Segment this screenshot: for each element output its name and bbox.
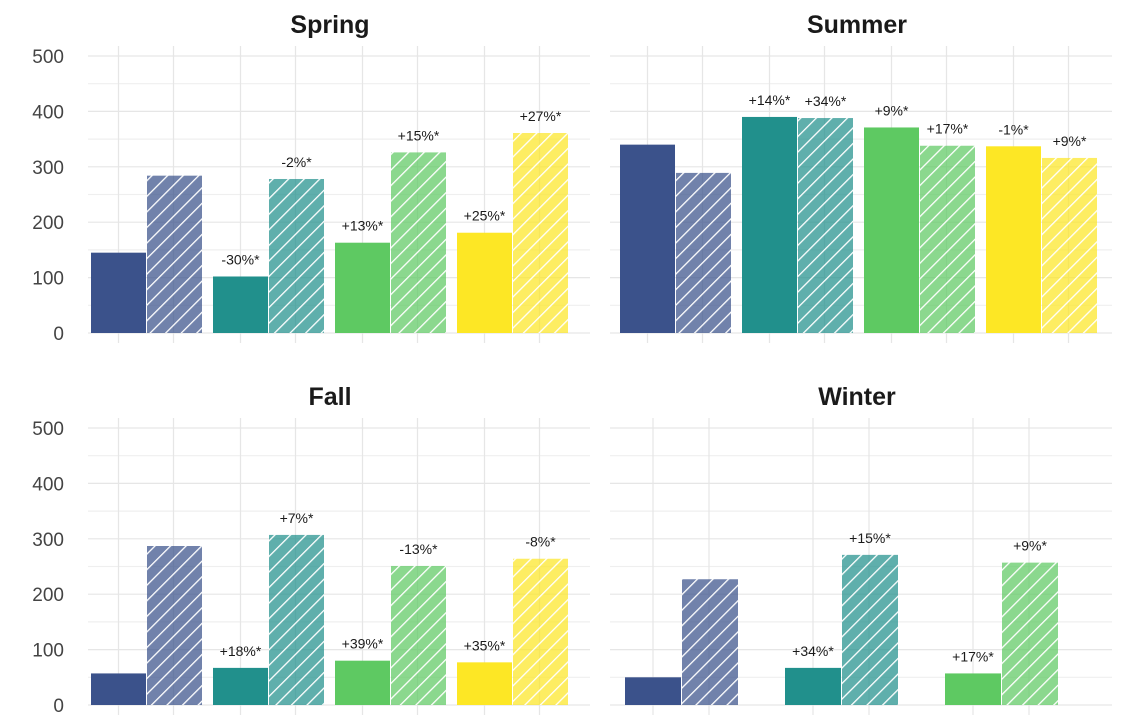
y-tick-label: 200 <box>32 585 64 606</box>
y-tick-label: 100 <box>32 269 64 290</box>
data-label: -30%* <box>221 251 260 267</box>
bar-solid-teal <box>785 667 841 705</box>
bar-hatched-blue <box>682 579 738 705</box>
bar-solid-green <box>864 127 919 333</box>
data-label: +7%* <box>280 510 314 526</box>
data-label: +35%* <box>464 637 506 653</box>
bar-solid-blue <box>91 252 146 333</box>
bar-solid-green <box>945 673 1001 705</box>
bar-hatched-blue <box>147 546 202 705</box>
bar-solid-blue <box>620 144 675 333</box>
y-tick-label: 100 <box>32 641 64 662</box>
bar-hatched-blue <box>147 175 202 333</box>
y-tick-label: 500 <box>32 419 64 440</box>
panel-winter: Winter +34%* +15%* +17%* +9%* <box>610 383 1112 715</box>
y-tick-label: 400 <box>32 102 64 123</box>
bar-solid-green <box>335 660 390 705</box>
data-label: -2%* <box>281 154 312 170</box>
panel-spring: Spring 0 100 200 300 400 500 -30%* -2%* +13%* +15%… <box>32 11 590 345</box>
data-label: -1%* <box>998 121 1029 137</box>
bar-solid-blue <box>625 677 681 705</box>
bar-hatched-green <box>391 565 446 705</box>
bar-solid-teal <box>742 116 797 333</box>
bar-hatched-teal <box>269 534 324 705</box>
bar-solid-blue <box>91 673 146 705</box>
bar-hatched-teal <box>269 178 324 333</box>
bar-hatched-green <box>1002 562 1058 705</box>
data-label: +17%* <box>927 121 969 137</box>
bar-solid-yellow <box>986 146 1041 333</box>
data-label: +9%* <box>1053 133 1087 149</box>
data-label: +34%* <box>805 93 847 109</box>
data-label: +15%* <box>398 127 440 143</box>
data-label: +25%* <box>464 208 506 224</box>
bar-hatched-yellow <box>513 133 568 333</box>
bar-solid-teal <box>213 276 268 333</box>
y-tick-label: 0 <box>53 696 64 717</box>
data-label: +13%* <box>342 218 384 234</box>
data-label: +34%* <box>792 643 834 659</box>
bar-solid-yellow <box>457 662 512 705</box>
y-tick-label: 200 <box>32 213 64 234</box>
bar-hatched-blue <box>676 172 731 333</box>
data-label: +27%* <box>520 108 562 124</box>
data-label: +18%* <box>220 643 262 659</box>
y-tick-label: 400 <box>32 474 64 495</box>
data-label: +39%* <box>342 636 384 652</box>
bar-hatched-green <box>920 145 975 333</box>
data-label: +9%* <box>1013 538 1047 554</box>
panel-fall: Fall 0 100 200 300 400 500 +18%* +7%* +39%* -13%* +… <box>32 383 590 717</box>
y-tick-label: 0 <box>53 324 64 345</box>
y-tick-label: 500 <box>32 47 64 68</box>
bar-solid-teal <box>213 667 268 705</box>
y-tick-label: 300 <box>32 158 64 179</box>
y-tick-label: 300 <box>32 530 64 551</box>
data-label: -13%* <box>399 541 438 557</box>
bar-hatched-teal <box>842 554 898 705</box>
panel-summer: Summer +14%* +34%* +9%* +17%* -1%* +9%* <box>610 11 1112 343</box>
bar-hatched-teal <box>798 118 853 333</box>
bar-hatched-green <box>391 152 446 333</box>
data-label: +17%* <box>952 648 994 664</box>
panel-title: Spring <box>290 11 369 39</box>
data-label: +15%* <box>849 530 891 546</box>
bar-solid-yellow <box>457 232 512 333</box>
bar-hatched-yellow <box>1042 157 1097 333</box>
panel-title: Fall <box>308 383 351 411</box>
bar-solid-green <box>335 242 390 333</box>
bar-hatched-yellow <box>513 558 568 705</box>
data-label: -8%* <box>525 534 556 550</box>
panel-title: Summer <box>807 11 907 39</box>
data-label: +9%* <box>875 102 909 118</box>
panel-title: Winter <box>818 383 896 411</box>
data-label: +14%* <box>749 92 791 108</box>
